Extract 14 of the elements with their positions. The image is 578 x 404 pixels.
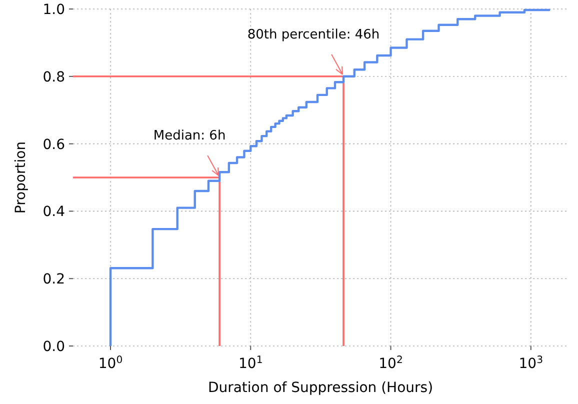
y-tick-label: 1.0 [42, 2, 65, 18]
x-axis-title: Duration of Suppression (Hours) [208, 380, 434, 396]
y-tick-label: 0.6 [42, 136, 66, 153]
y-tick-label: 0.4 [42, 204, 66, 220]
y-tick-label: 0.0 [42, 339, 65, 355]
y-axis-title: Proportion [13, 141, 29, 214]
annotation: Median: 6h [153, 128, 226, 144]
x-tick-label: 10$^{0}$ [98, 354, 123, 372]
x-tick-label: 10$^{1}$ [238, 354, 263, 372]
y-tick-label: 0.8 [42, 69, 65, 86]
annotation: 80th percentile: 46h [247, 27, 380, 42]
x-tick-label: 10$^{3}$ [518, 354, 544, 372]
y-tick-label: 0.2 [42, 272, 65, 288]
x-tick-label: 10$^{2}$ [378, 354, 403, 372]
